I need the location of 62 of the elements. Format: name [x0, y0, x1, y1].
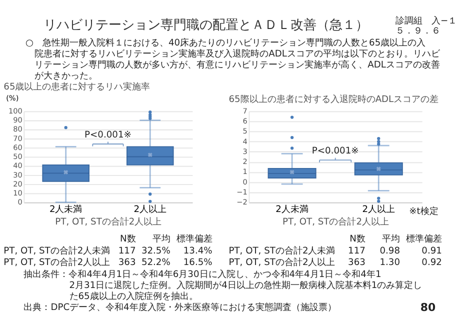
text: 平均 [382, 234, 400, 244]
text: PT, OT, STの合計2人以上 [228, 257, 336, 268]
y-tick-label: 40 [13, 161, 23, 170]
chart-title: 65歳以上の患者に対するリハ実施率 [4, 81, 150, 92]
text: PT, OT, STの合計2人以上 [4, 257, 110, 268]
text: 16.5% [183, 258, 213, 268]
text: ５．９．６ [395, 26, 440, 37]
source-note: 出典：DPCデータ、令和4年度入院・外来医療等における実態調査（施設票） [24, 302, 336, 313]
y-tick-label: 10 [13, 188, 23, 198]
text: 抽出条件：令和4年4月1日～令和4年6月30日に入院し、かつ令和4年4月1日～令和4年12月31日に退院した症例。入院期間が4日以上の急性期一般病棟入院基本料1のみ算定した65歳以上の入院症例を抽出。 [24, 269, 422, 302]
y-tick-label: 80 [13, 124, 23, 134]
annotation: P<0.001※ [84, 130, 132, 141]
y-tick-label: −2 [236, 198, 248, 207]
y-tick-label: 4 [242, 136, 248, 146]
text: 診調組 入−１ [395, 16, 458, 27]
y-tick-label: 7 [242, 106, 248, 116]
y-tick-label: 20 [13, 179, 23, 188]
y-tick-label: −1 [236, 187, 248, 196]
text: 117 [118, 246, 136, 256]
text: 1.30 [380, 258, 400, 268]
text: 0.98 [380, 246, 400, 256]
text: PT, OT, STの合計2人未満 [4, 245, 110, 256]
text: N数 [350, 234, 366, 244]
y-tick-label: 70 [13, 134, 23, 143]
text: ※t検定 [409, 206, 438, 218]
y-axis-title: (%) [6, 94, 19, 103]
text: 52.2% [141, 258, 171, 268]
x-tick-label: 2人以上 [134, 204, 167, 215]
y-tick-label: 100 [8, 106, 23, 116]
text: 32.5% [141, 246, 171, 256]
text: リハビリテーション専門職の配置とＡＤＬ改善（急１） [44, 17, 369, 34]
text: 標準偏差 [406, 234, 442, 244]
text: 117 [348, 246, 366, 256]
annotation: P<0.001※ [312, 146, 359, 157]
x-axis-title: PT, OT, STの合計2人以上 [282, 216, 390, 228]
text: PT, OT, STの合計2人未満 [228, 245, 336, 256]
text: 13.4% [183, 246, 213, 256]
y-tick-label: 60 [13, 142, 23, 152]
chart-title: 65際以上の患者に対する入退院時のADLスコアの差 [228, 94, 439, 106]
y-tick-label: 0 [242, 177, 248, 186]
text: 0.91 [422, 246, 442, 256]
y-tick-label: 50 [13, 152, 23, 162]
y-tick-label: 5 [242, 126, 248, 136]
y-tick-label: 2 [242, 157, 248, 166]
x-axis-title: PT, OT, STの合計2人以上 [55, 216, 162, 228]
y-tick-label: 6 [242, 116, 248, 126]
y-tick-label: 0 [18, 198, 23, 207]
text: 80 [420, 300, 436, 314]
x-tick-label: 2人未満 [49, 204, 82, 215]
y-tick-label: 90 [13, 116, 23, 125]
y-tick-label: 1 [242, 167, 248, 176]
y-tick-label: 3 [242, 146, 248, 156]
text: 平均 [152, 234, 170, 244]
text: 標準偏差 [176, 234, 212, 244]
x-tick-label: 2人以上 [362, 204, 396, 215]
text: 363 [348, 258, 366, 268]
text: 0.92 [422, 258, 442, 268]
text: ○ 急性期一般入院料１における、40床あたりのリハビリテーション専門職の人数と65歳以上の入院患者に対するリハビリテーション実施率及び入退院時のADLスコアの平均は以下のとおり。リハビリテーション専門職の人数が多い方が、有意にリハビリテーション実施率が高く、ADLスコアの改善が大きかった。 [26, 38, 441, 82]
text: N数 [120, 234, 136, 244]
x-tick-label: 2人未満 [276, 204, 308, 215]
text: 363 [118, 258, 136, 268]
y-tick-label: 30 [13, 170, 23, 180]
